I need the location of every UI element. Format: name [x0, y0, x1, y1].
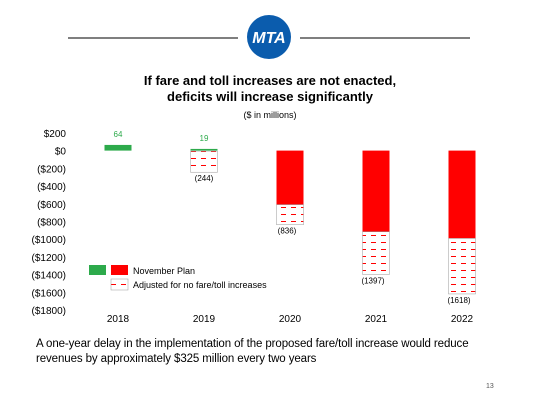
bar-2019-hatched [190, 150, 218, 173]
page-number: 13 [486, 383, 494, 390]
y-tick-label: ($1000) [32, 235, 66, 246]
bar-2020-adjusted [276, 204, 304, 225]
x-tick-label: 2020 [279, 314, 302, 325]
y-tick-label: ($600) [37, 200, 66, 211]
bar-2022-adjusted [448, 238, 476, 295]
x-tick-label: 2018 [107, 314, 130, 325]
data-label-2022-adjusted: (1618) [447, 296, 470, 305]
legend-swatch-red [111, 265, 128, 275]
data-label-2021-november-plan: (916) [370, 223, 389, 232]
data-label-2018: 64 [114, 130, 123, 139]
x-tick-label: 2022 [451, 314, 474, 325]
title-line-1: If fare and toll increases are not enact… [143, 73, 397, 88]
data-label-2019-positive: 19 [200, 134, 209, 143]
title-line-2: deficits will increase significantly [167, 89, 373, 104]
y-tick-label: ($1600) [32, 288, 66, 299]
data-label-2022-november-plan: (991) [456, 229, 475, 238]
logo-text: MTA [252, 30, 285, 47]
y-tick-label: ($200) [37, 164, 66, 175]
y-tick-label: ($1200) [32, 253, 66, 264]
bar-2021-november-plan [362, 150, 390, 232]
logo-circle [247, 15, 291, 59]
legend-label-november-plan: November Plan [133, 266, 195, 276]
header-rule-left [68, 37, 238, 39]
chart-subtitle: ($ in millions) [243, 110, 297, 120]
data-label-2020-adjusted: (836) [278, 227, 297, 236]
x-tick-label: 2019 [193, 314, 216, 325]
bar-2021-adjusted [362, 231, 390, 275]
y-tick-label: $200 [44, 129, 67, 140]
bar-2018-november-plan [104, 144, 132, 151]
data-label-2021-adjusted: (1397) [361, 276, 384, 285]
legend-swatch-green [89, 265, 106, 275]
legend-swatch-hatched [110, 278, 129, 291]
x-tick-label: 2021 [365, 314, 388, 325]
y-tick-label: ($1400) [32, 271, 66, 282]
footnote: A one-year delay in the implementation o… [36, 338, 469, 365]
data-label-2019-extra: (244) [195, 174, 214, 183]
legend-label-adjusted: Adjusted for no fare/toll increases [133, 280, 267, 290]
bar-2020-november-plan [276, 150, 304, 205]
y-tick-label: ($800) [37, 217, 66, 228]
deficit-bar-chart: $200 $0 ($200) ($400) ($600) ($800) ($1000) ($1… [32, 129, 476, 325]
y-tick-label: ($400) [37, 182, 66, 193]
mta-logo: MTA [247, 15, 291, 59]
chart-title: If fare and toll increases are not enact… [0, 73, 540, 105]
y-tick-label: ($1800) [32, 306, 66, 317]
y-tick-label: $0 [55, 147, 67, 158]
data-label-2020-november-plan: (610) [284, 196, 303, 205]
bar-2019-adjusted-positive [190, 148, 218, 151]
header-rule-right [300, 37, 470, 39]
bar-2022-november-plan [448, 150, 476, 239]
